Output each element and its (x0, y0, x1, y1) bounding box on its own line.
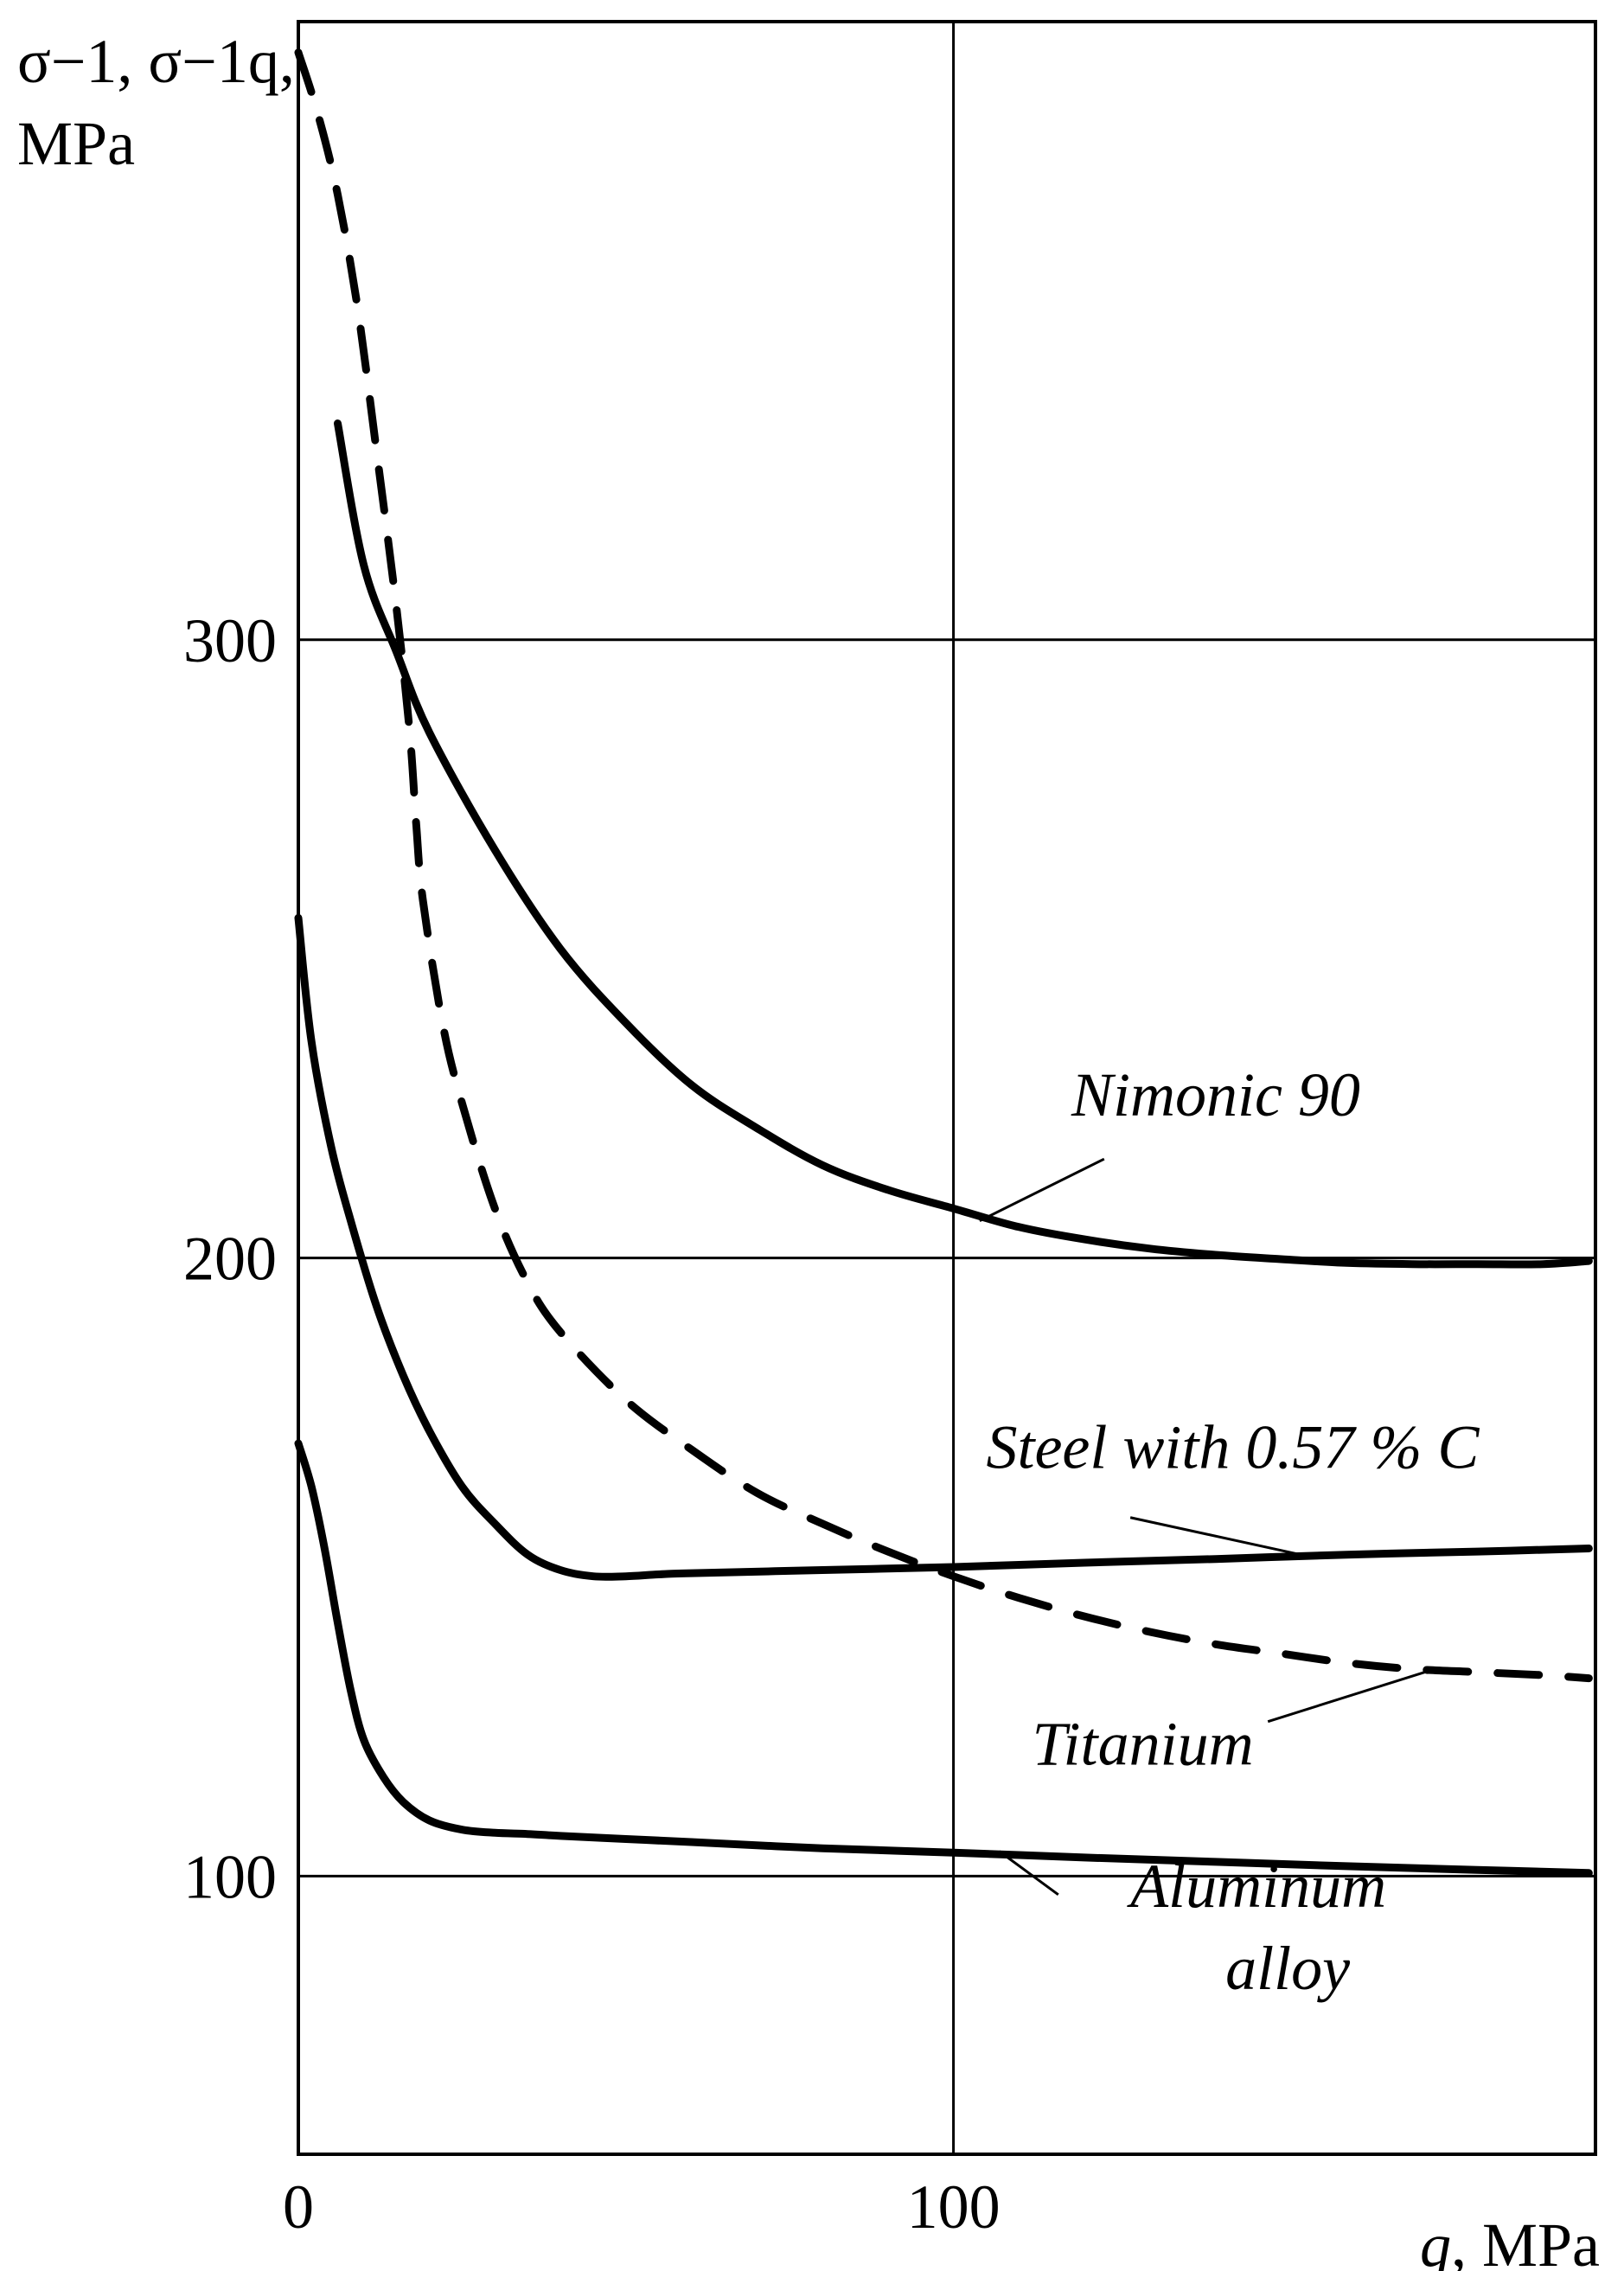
x-axis-title: q, MPa (1420, 2210, 1600, 2271)
plot-frame (297, 20, 1597, 2156)
y-tick-label: 100 (183, 1842, 277, 1911)
series-label-line: Aluminum (1127, 1852, 1386, 1921)
leader-line-titanium (1267, 1671, 1426, 1724)
series-label-line: Nimonic 90 (1071, 1060, 1360, 1129)
series-label-titanium: Titanium (1032, 1710, 1253, 1779)
leader-line-nimonic-90 (979, 1157, 1105, 1223)
y-tick-label: 200 (183, 1225, 277, 1294)
series-label-steel-with-0-57-c: Steel with 0.57 % C (986, 1413, 1480, 1482)
series-line-aluminum-alloy (294, 1439, 1593, 1878)
leader-line-steel-with-0-57-c (1129, 1516, 1301, 1557)
series-label-line: Steel with 0.57 % C (986, 1413, 1480, 1482)
y-axis-title-line1: σ−1, σ−1q, (17, 27, 295, 96)
series-label-nimonic-90: Nimonic 90 (1071, 1060, 1360, 1129)
series-line-steel-with-0-57-c (294, 913, 1593, 1581)
x-tick-label: 100 (907, 2172, 1001, 2242)
series-label-aluminum-alloy: Aluminum alloy (1127, 1852, 1386, 2003)
series-line-titanium (294, 48, 1593, 1683)
y-axis-title-line2: MPa (17, 109, 135, 178)
series-lines (294, 48, 1593, 1878)
tick-labels: 100 200 300 0 100 (183, 606, 1001, 2242)
series-label-line: alloy (1225, 1934, 1350, 2003)
x-tick-label: 0 (283, 2172, 314, 2242)
series-label-line: Titanium (1032, 1710, 1253, 1779)
y-tick-label: 300 (183, 606, 277, 675)
leader-line-aluminum-alloy (998, 1850, 1059, 1897)
series-line-nimonic-90 (334, 419, 1593, 1269)
x-axis-title-unit: , MPa (1451, 2210, 1600, 2271)
x-axis-title-var: q (1420, 2210, 1451, 2271)
annotations: Nimonic 90 Steel with 0.57 % C Titanium Alu… (979, 1060, 1480, 2003)
